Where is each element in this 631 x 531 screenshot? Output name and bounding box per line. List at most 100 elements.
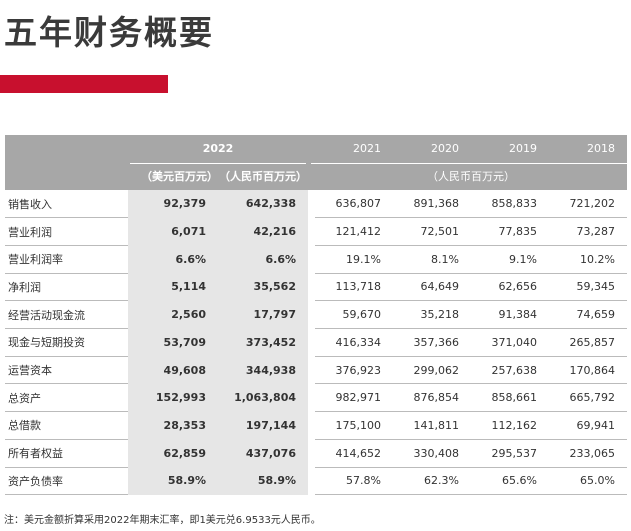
cell-value: 58.9%: [167, 474, 206, 488]
row-divider: [5, 438, 128, 440]
accent-bar: [0, 75, 168, 93]
row-label: 总借款: [8, 419, 41, 433]
cell-value: 77,835: [498, 225, 538, 239]
row-divider: [315, 217, 627, 219]
cell-value: 9.1%: [509, 252, 537, 266]
cell-value: 5,114: [171, 280, 206, 294]
cell-value: 8.1%: [431, 252, 459, 266]
row-divider: [315, 355, 627, 357]
row-label: 资产负债率: [8, 474, 63, 488]
cell-value: 121,412: [335, 225, 382, 239]
cell-value: 10.2%: [580, 252, 615, 266]
row-label: 销售收入: [8, 197, 52, 211]
cell-value: 642,338: [245, 197, 296, 211]
cell-value: 53,709: [163, 335, 206, 349]
unit-label: （人民币百万元）: [219, 170, 307, 184]
cell-value: 299,062: [413, 363, 460, 377]
highlight-col: [128, 190, 308, 495]
cell-value: 17,797: [253, 308, 296, 322]
cell-value: 982,971: [335, 391, 382, 405]
cell-value: 416,334: [335, 335, 382, 349]
cell-value: 197,144: [245, 418, 296, 432]
row-label: 现金与短期投资: [8, 336, 85, 350]
row-label: 运营资本: [8, 364, 52, 378]
cell-value: 57.8%: [346, 474, 381, 488]
cell-value: 376,923: [335, 363, 382, 377]
cell-value: 233,065: [569, 446, 616, 460]
row-divider: [5, 494, 128, 496]
row-divider: [5, 217, 128, 219]
cell-value: 62,656: [498, 280, 538, 294]
header-divider: [130, 162, 306, 164]
cell-value: 91,384: [498, 308, 538, 322]
cell-value: 371,040: [491, 335, 538, 349]
year-label: 2020: [431, 142, 459, 156]
row-label: 经营活动现金流: [8, 308, 85, 322]
unit-label: （人民币百万元）: [427, 170, 515, 184]
year-label: 2022: [202, 142, 234, 156]
cell-value: 876,854: [413, 391, 460, 405]
cell-value: 62.3%: [424, 474, 459, 488]
cell-value: 28,353: [163, 418, 206, 432]
row-divider: [315, 383, 627, 385]
cell-value: 6,071: [171, 225, 206, 239]
cell-value: 373,452: [245, 335, 296, 349]
row-label: 总资产: [8, 391, 41, 405]
header-divider: [311, 162, 627, 164]
cell-value: 92,379: [163, 197, 206, 211]
cell-value: 295,537: [491, 446, 538, 460]
cell-value: 42,216: [253, 225, 296, 239]
row-divider: [315, 328, 627, 329]
cell-value: 64,649: [420, 280, 460, 294]
cell-value: 62,859: [163, 446, 206, 460]
cell-value: 891,368: [413, 197, 460, 211]
row-divider: [315, 411, 627, 413]
cell-value: 35,562: [253, 280, 296, 294]
footnote: 注：美元金额折算采用2022年期末汇率，即1美元兑6.9533元人民币。: [4, 515, 321, 526]
cell-value: 6.6%: [175, 252, 206, 266]
cell-value: 49,608: [163, 363, 206, 377]
row-label: 净利润: [8, 280, 41, 294]
cell-value: 636,807: [335, 197, 382, 211]
cell-value: 69,941: [576, 418, 616, 432]
cell-value: 6.6%: [265, 252, 296, 266]
cell-value: 19.1%: [346, 252, 381, 266]
row-divider: [315, 494, 627, 496]
row-divider: [315, 300, 627, 302]
cell-value: 344,938: [245, 363, 296, 377]
row-divider: [5, 300, 128, 302]
row-divider: [5, 411, 128, 413]
row-divider: [315, 466, 627, 468]
cell-value: 858,661: [491, 391, 538, 405]
row-divider: [5, 272, 128, 274]
cell-value: 113,718: [335, 280, 382, 294]
row-divider: [5, 355, 128, 357]
row-divider: [315, 438, 627, 440]
cell-value: 437,076: [245, 446, 296, 460]
year-label: 2018: [587, 142, 615, 156]
year-label: 2019: [509, 142, 537, 156]
cell-value: 72,501: [420, 225, 460, 239]
row-label: 所有者权益: [8, 447, 63, 461]
cell-value: 58.9%: [257, 474, 296, 488]
cell-value: 858,833: [491, 197, 538, 211]
col-gap: [308, 190, 315, 495]
cell-value: 330,408: [413, 446, 460, 460]
cell-value: 73,287: [576, 225, 616, 239]
cell-value: 65.0%: [580, 474, 615, 488]
cell-value: 170,864: [569, 363, 616, 377]
cell-value: 357,366: [413, 335, 460, 349]
page-title: 五年财务概要: [4, 13, 214, 52]
cell-value: 152,993: [155, 391, 206, 405]
row-divider: [315, 244, 627, 246]
cell-value: 65.6%: [502, 474, 537, 488]
cell-value: 112,162: [491, 418, 538, 432]
cell-value: 35,218: [420, 308, 460, 322]
row-divider: [5, 466, 128, 468]
cell-value: 721,202: [569, 197, 616, 211]
unit-label: （美元百万元）: [141, 170, 218, 184]
cell-value: 175,100: [335, 418, 382, 432]
year-label: 2021: [353, 142, 381, 156]
row-divider: [5, 244, 128, 246]
